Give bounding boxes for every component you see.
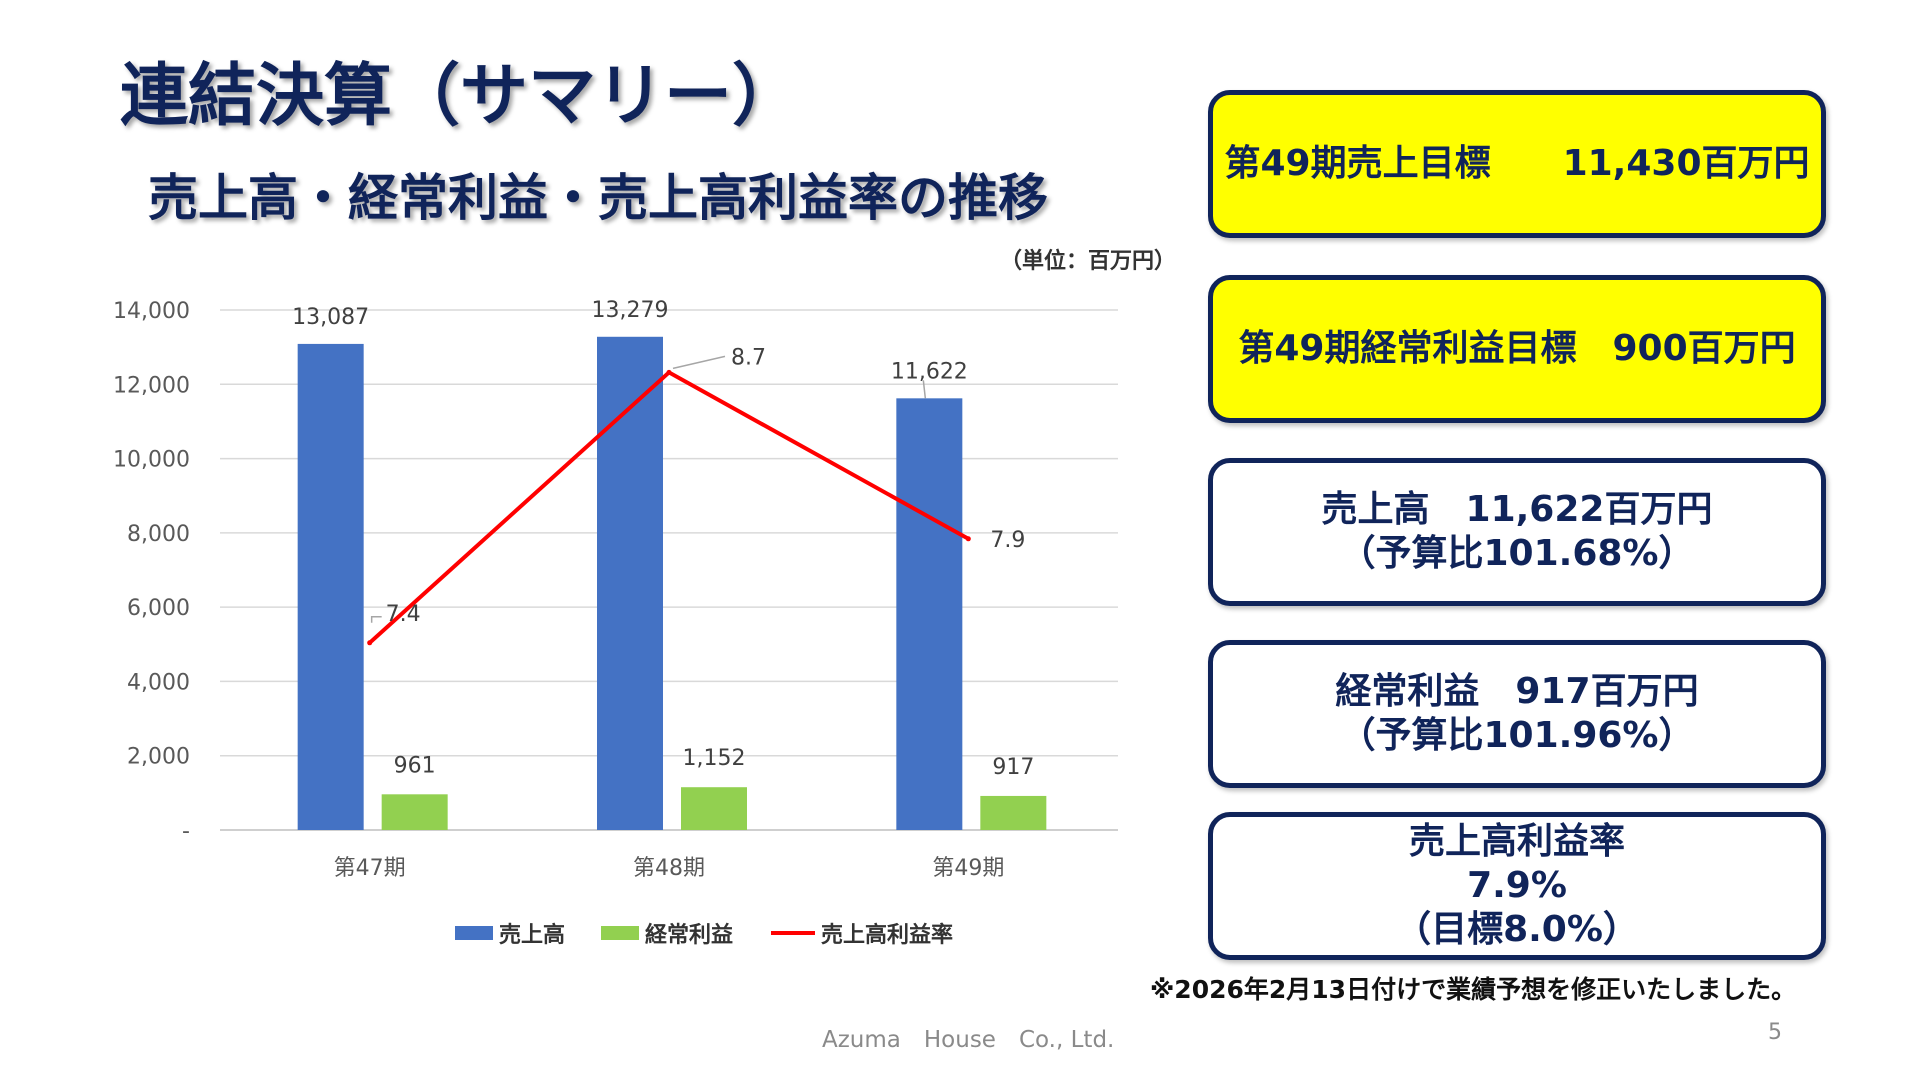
page-number: 5 [1768,1020,1782,1045]
summary-box-1-line-1: 第49期売上目標 11,430百万円 [1224,143,1810,184]
summary-box-4-line-1: 経常利益 917百万円 [1335,671,1699,712]
slide-title: 連結決算（サマリー） [120,57,801,136]
bar-data-label: 1,152 [683,746,746,771]
bar-data-label: 11,622 [891,359,968,384]
x-tick-label: 第49期 [932,856,1004,881]
x-tick-label: 第47期 [334,856,406,881]
legend-label: 経常利益 [645,922,733,948]
bar-sales [297,343,364,830]
y-left-tick-label: 14,000 [113,299,190,324]
summary-box-3-line-1: 売上高 11,622百万円 [1321,489,1713,530]
ratio-point [666,369,672,375]
summary-box-2-line-1: 第49期経常利益目標 900百万円 [1238,328,1796,369]
summary-box-5-line-2: 7.9% [1467,865,1567,906]
bar-data-label: 961 [394,753,436,778]
bar-data-label: 13,279 [592,298,669,323]
legend-label: 売上高利益率 [821,922,953,948]
bar-data-label: 917 [992,755,1034,780]
bar-profit [681,787,747,830]
y-left-tick-label: 2,000 [127,745,190,770]
ratio-data-label: 8.7 [731,345,766,370]
summary-box-3-line-2: （予算比101.68%） [1339,533,1695,574]
performance-chart: -2,0004,0006,0008,00010,00012,00014,0006… [113,298,1118,948]
bar-profit [381,794,448,830]
bar-profit [980,795,1047,830]
y-left-tick-label: 8,000 [127,522,190,547]
summary-box-2: 第49期経常利益目標 900百万円 [1208,275,1826,423]
summary-box-5-line-3: （目標8.0%） [1395,909,1639,950]
bar-data-label: 13,087 [292,305,369,330]
ratio-point [367,640,373,646]
summary-box-1: 第49期売上目標 11,430百万円 [1208,90,1826,238]
ratio-data-label: 7.4 [386,602,421,627]
y-left-tick-label: 12,000 [113,373,190,398]
ratio-line [368,369,970,645]
y-left-tick-label: 4,000 [127,670,190,695]
ratio-data-label: 7.9 [990,528,1025,553]
leader-line [370,616,382,623]
bar-sales [597,336,663,830]
x-tick-label: 第48期 [633,856,705,881]
summary-box-5-line-1: 売上高利益率 [1408,821,1625,862]
y-left-tick-label: 6,000 [127,596,190,621]
legend-label: 売上高 [499,922,565,948]
summary-box-4: 経常利益 917百万円 （予算比101.96%） [1208,640,1826,788]
y-left-tick-label: - [182,819,190,844]
leader-line [922,380,927,399]
revision-note: ※2026年2月13日付けで業績予想を修正いたしました。 [1150,975,1797,1004]
y-left-tick-label: 10,000 [113,448,190,473]
footer-company: Azuma House Co., Ltd. [822,1027,1115,1053]
bar-sales [896,398,963,830]
legend-swatch [455,926,493,940]
leader-line [672,355,726,370]
legend-swatch [601,926,639,940]
unit-label: （単位：百万円） [1000,249,1177,274]
summary-box-4-line-2: （予算比101.96%） [1339,715,1695,756]
summary-box-5: 売上高利益率 7.9% （目標8.0%） [1208,812,1826,960]
summary-box-3: 売上高 11,622百万円 （予算比101.68%） [1208,458,1826,606]
slide-subtitle: 売上高・経常利益・売上高利益率の推移 [148,169,1048,227]
ratio-point [965,536,971,542]
